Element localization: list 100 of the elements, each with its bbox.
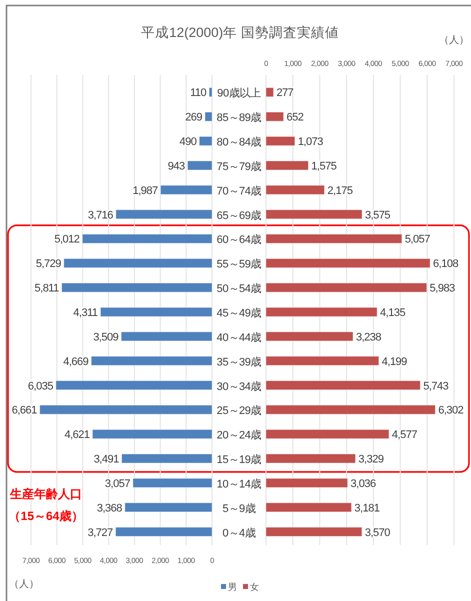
bar [116,210,212,220]
bar [100,307,212,317]
data-label: 277 [276,87,294,100]
bar [266,454,356,464]
data-label: 6,661 [12,404,38,417]
data-label: 6,302 [438,404,464,417]
data-label: 5,983 [430,282,456,295]
bar [204,112,212,122]
x-axis-title: （人） [439,35,469,46]
data-label: 2,175 [327,184,353,197]
data-label: 6,035 [28,380,54,392]
bar [266,136,296,146]
data-label: 652 [286,112,304,124]
data-label: 5,743 [423,380,449,392]
data-label: 4,621 [64,429,90,442]
x-axis-title: （人） [9,579,39,590]
bar [61,282,212,292]
data-label: 3,570 [364,526,390,539]
bar [132,478,212,488]
bar [120,332,212,342]
bar [82,234,212,244]
bar [64,258,212,268]
bar [90,356,212,366]
bar [266,258,430,268]
bar [266,478,348,488]
bar [187,160,212,170]
bar [121,454,212,464]
data-label: 1,073 [298,136,324,148]
y-tick-label: 5～9歳 [222,502,256,515]
data-label: 5,811 [34,282,60,295]
data-label: 490 [179,136,197,148]
y-tick-label: 70～74歳 [216,184,262,198]
data-label: 3,491 [94,454,120,466]
bar [266,282,427,292]
bar [266,234,402,244]
bar [56,380,212,390]
y-tick-label: 25～29歳 [216,404,262,418]
y-tick-label: 35～39歳 [216,355,262,368]
bar [160,185,212,195]
data-label: 6,108 [433,258,458,270]
text: 平成12(2000)年 国勢調査実績値 [141,25,339,40]
bar [92,429,212,439]
data-label: 3,036 [350,478,376,490]
bar [266,502,352,512]
bar [266,356,380,366]
y-tick-label: 50～54歳 [216,282,262,296]
data-label: 4,199 [382,356,408,368]
data-label: 943 [168,160,185,172]
y-tick-label: 10～14歳 [216,477,262,490]
bar [266,210,362,220]
data-label: 269 [185,112,202,124]
y-tick-label: 90歳以上 [217,86,262,100]
annotation: 生産年齢人口（15～64歳） [8,486,84,523]
y-tick-label: 75～79歳 [216,160,262,173]
data-label: 3,509 [93,331,119,344]
legend-label: 男 [228,582,237,592]
data-label: 3,329 [358,454,384,466]
bar [266,87,274,98]
y-tick-label: 30～34歳 [216,380,262,393]
y-tick-label: 60～64歳 [216,233,262,246]
y-tick-label: 80～84歳 [216,136,262,149]
bar [266,112,284,122]
bar [266,380,421,390]
data-label: 3,181 [354,502,380,514]
bar [266,185,325,195]
data-label: 5,729 [36,258,62,270]
data-label: 5,012 [54,234,80,246]
y-tick-label: 15～19歳 [216,453,262,466]
bar [266,332,354,342]
bar [266,404,436,414]
data-label: 3,727 [88,526,114,539]
bar [266,429,390,439]
data-label: 4,577 [392,429,418,442]
y-tick-label: 20～24歳 [216,428,262,442]
data-label: 3,238 [356,331,382,344]
data-label: 4,311 [73,307,98,319]
data-label: 1,575 [311,160,337,172]
y-tick-label: 40～44歳 [216,330,262,344]
data-label: 3,368 [96,502,122,514]
data-label: 4,135 [380,307,406,319]
bar [124,502,212,512]
y-tick-label: 65～69歳 [216,208,262,222]
data-label: 4,669 [63,356,89,368]
data-label: 1,987 [132,184,158,197]
y-tick-label: 55～59歳 [216,258,262,271]
data-label: 5,057 [404,234,430,246]
bar [266,307,378,317]
bar [266,160,309,170]
bar [115,526,212,537]
bar [266,526,362,537]
data-label: 110 [190,87,207,100]
bar [39,404,212,414]
y-tick-label: 85～89歳 [216,111,262,124]
data-label: 3,716 [88,209,114,222]
legend-label: 女 [250,582,259,592]
data-label: 3,057 [104,478,130,490]
y-tick-label: 45～49歳 [216,306,262,320]
bar [208,87,212,98]
bar [199,136,212,146]
y-tick-label: 0～4歳 [222,526,256,540]
